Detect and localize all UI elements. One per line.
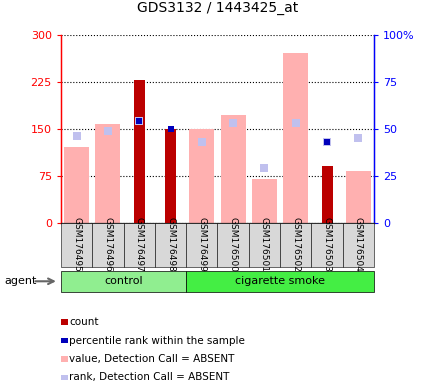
Text: value, Detection Call = ABSENT: value, Detection Call = ABSENT: [69, 354, 234, 364]
Bar: [64, 147, 89, 223]
Text: GSM176503: GSM176503: [322, 217, 331, 272]
Text: GSM176502: GSM176502: [291, 217, 299, 272]
Text: GSM176500: GSM176500: [228, 217, 237, 272]
Text: GSM176497: GSM176497: [135, 217, 143, 272]
Bar: [95, 124, 120, 223]
Bar: [133, 80, 145, 223]
Bar: [189, 129, 214, 223]
Bar: [251, 179, 276, 223]
Bar: [345, 170, 370, 223]
Bar: [283, 53, 308, 223]
Text: cigarette smoke: cigarette smoke: [235, 276, 324, 286]
Text: GSM176496: GSM176496: [103, 217, 112, 272]
Bar: [164, 129, 176, 223]
Text: GSM176498: GSM176498: [166, 217, 174, 272]
Text: GSM176504: GSM176504: [353, 217, 362, 272]
Bar: [321, 166, 332, 223]
Text: agent: agent: [4, 276, 36, 286]
Text: GDS3132 / 1443425_at: GDS3132 / 1443425_at: [137, 2, 297, 15]
Text: GSM176495: GSM176495: [72, 217, 81, 272]
Text: count: count: [69, 317, 99, 327]
Text: percentile rank within the sample: percentile rank within the sample: [69, 336, 245, 346]
Bar: [220, 115, 245, 223]
Text: control: control: [104, 276, 142, 286]
Text: GSM176501: GSM176501: [260, 217, 268, 272]
Text: rank, Detection Call = ABSENT: rank, Detection Call = ABSENT: [69, 372, 229, 382]
Text: GSM176499: GSM176499: [197, 217, 206, 272]
